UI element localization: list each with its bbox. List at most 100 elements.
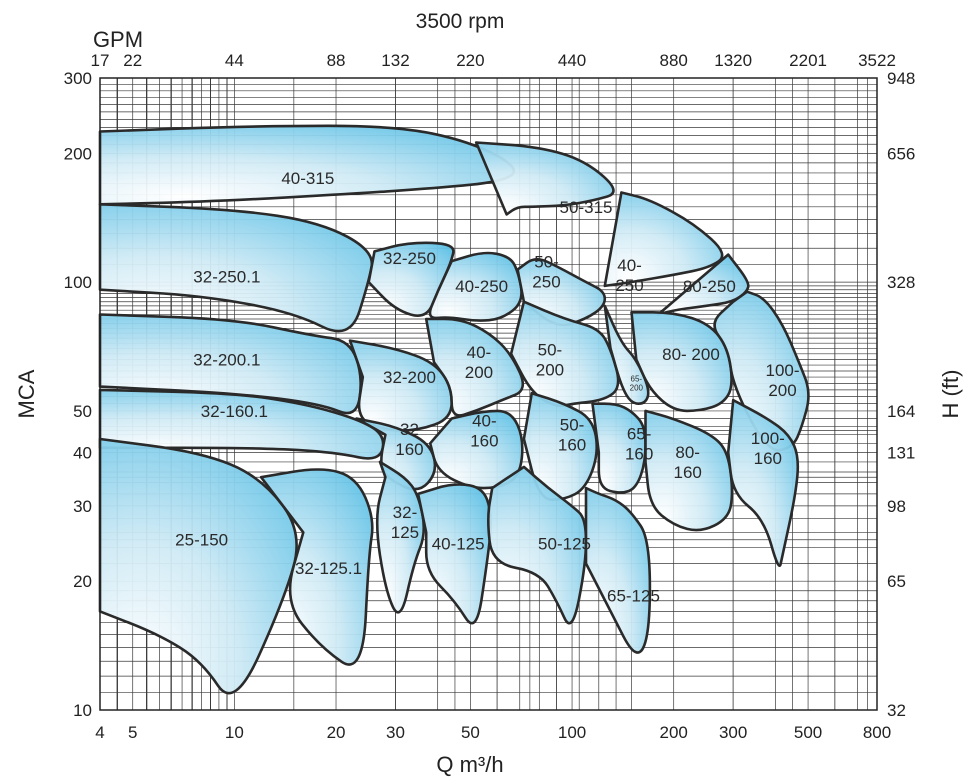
region-80-160 [644, 409, 734, 532]
x-tick-label: 200 [660, 723, 688, 742]
right-axis-label: H (ft) [938, 370, 963, 419]
top-tick-label: 440 [558, 51, 586, 70]
region-label: 250 [615, 276, 643, 295]
y-tick-label: 10 [73, 701, 92, 720]
right-tick-label: 32 [887, 701, 906, 720]
region-32-125.1 [259, 468, 374, 666]
region-label: 160 [625, 444, 653, 463]
plot-frame [99, 77, 878, 711]
region-label: 40- [617, 256, 642, 275]
region-label: 32-200 [383, 368, 436, 387]
region-label: 32-250 [383, 249, 436, 268]
region-label: 25-150 [175, 531, 228, 550]
region-label: 50-315 [560, 198, 613, 217]
region-100-160 [726, 398, 800, 568]
region-50-200 [509, 300, 620, 408]
region-40-250 [603, 191, 724, 288]
top-tick-label: 880 [660, 51, 688, 70]
region-label: 32-160.1 [201, 402, 268, 421]
x-tick-label: 5 [128, 723, 137, 742]
region-label: 65- [631, 375, 643, 384]
region-label: 32-200.1 [193, 350, 260, 369]
right-tick-label: 948 [887, 69, 915, 88]
tick-labels: 4 5 10 20 30 50 100 200 300 500 800 17 22 44 88 132 220 4… [64, 51, 916, 742]
region-label: 40- [472, 412, 497, 431]
region-50-125 [487, 465, 588, 625]
region-label: 80- 200 [662, 345, 720, 364]
y-tick-label: 300 [64, 69, 92, 88]
y-tick-label: 100 [64, 273, 92, 292]
region-label: 80- [675, 443, 700, 462]
y-tick-label: 20 [73, 572, 92, 591]
x-tick-label: 800 [863, 723, 891, 742]
top-tick-label: 220 [456, 51, 484, 70]
x-tick-label: 10 [225, 723, 244, 742]
region-40-315 [98, 124, 516, 206]
region-label: 250 [532, 272, 560, 291]
x-axis-label: Q m³/h [436, 752, 503, 777]
region-label: 50- [538, 340, 563, 359]
region-label: 160 [558, 436, 586, 455]
x-tick-label: 30 [386, 723, 405, 742]
region-40-200 [424, 317, 525, 417]
top-tick-label: 132 [381, 51, 409, 70]
x-tick-label: 100 [558, 723, 586, 742]
right-tick-label: 65 [887, 572, 906, 591]
region-label: 80-250 [683, 277, 736, 296]
region-40-160 [428, 409, 524, 490]
x-tick-label: 300 [719, 723, 747, 742]
top-tick-label: 88 [327, 51, 346, 70]
region-label: 160 [673, 463, 701, 482]
y-tick-label: 40 [73, 443, 92, 462]
right-tick-label: 328 [887, 273, 915, 292]
right-tick-label: 131 [887, 443, 915, 462]
region-65-200 [603, 304, 650, 405]
region-label: 50- [534, 252, 559, 271]
top-axis-label: GPM [93, 27, 143, 52]
top-tick-label: 3522 [858, 51, 896, 70]
region-label: 200 [768, 381, 796, 400]
top-tick-label: 17 [91, 51, 110, 70]
region-label: 65- [627, 424, 652, 443]
x-tick-label: 4 [95, 723, 104, 742]
region-label: 100- [765, 361, 799, 380]
region-50-315 [474, 141, 615, 216]
region-label: 160 [754, 449, 782, 468]
region-65-125 [584, 486, 652, 654]
region-label: 200 [536, 360, 564, 379]
top-tick-label: 1320 [714, 51, 752, 70]
pump-regions [98, 124, 810, 695]
region-40-250 [428, 251, 523, 322]
y-axis-label: MCA [14, 369, 39, 418]
region-label: 125 [391, 523, 419, 542]
region-label: 200 [630, 384, 644, 393]
x-tick-label: 500 [794, 723, 822, 742]
region-label: 65-125 [607, 587, 660, 606]
region-label: 50-125 [538, 534, 591, 553]
region-label: 200 [465, 363, 493, 382]
region-80--200 [630, 310, 733, 413]
top-tick-label: 44 [225, 51, 244, 70]
region-100-200 [713, 290, 810, 452]
right-tick-label: 98 [887, 497, 906, 516]
region-label: 50- [560, 416, 585, 435]
region-40-125 [416, 483, 492, 625]
region-label: 40- [467, 343, 492, 362]
region-label: 32 [400, 420, 419, 439]
x-tick-label: 50 [461, 723, 480, 742]
region-label: 32-250.1 [193, 268, 260, 287]
region-32-125 [375, 460, 426, 614]
region-label: 32- [393, 503, 418, 522]
y-tick-label: 200 [64, 144, 92, 163]
region-label: 160 [470, 432, 498, 451]
region-label: 32-125.1 [295, 559, 362, 578]
region-label: 160 [395, 440, 423, 459]
region-label: 100- [751, 429, 785, 448]
y-tick-label: 30 [73, 497, 92, 516]
chart-title: 3500 rpm [416, 10, 505, 33]
right-tick-label: 164 [887, 402, 915, 421]
region-label: 40-315 [281, 169, 334, 188]
top-tick-label: 2201 [789, 51, 827, 70]
